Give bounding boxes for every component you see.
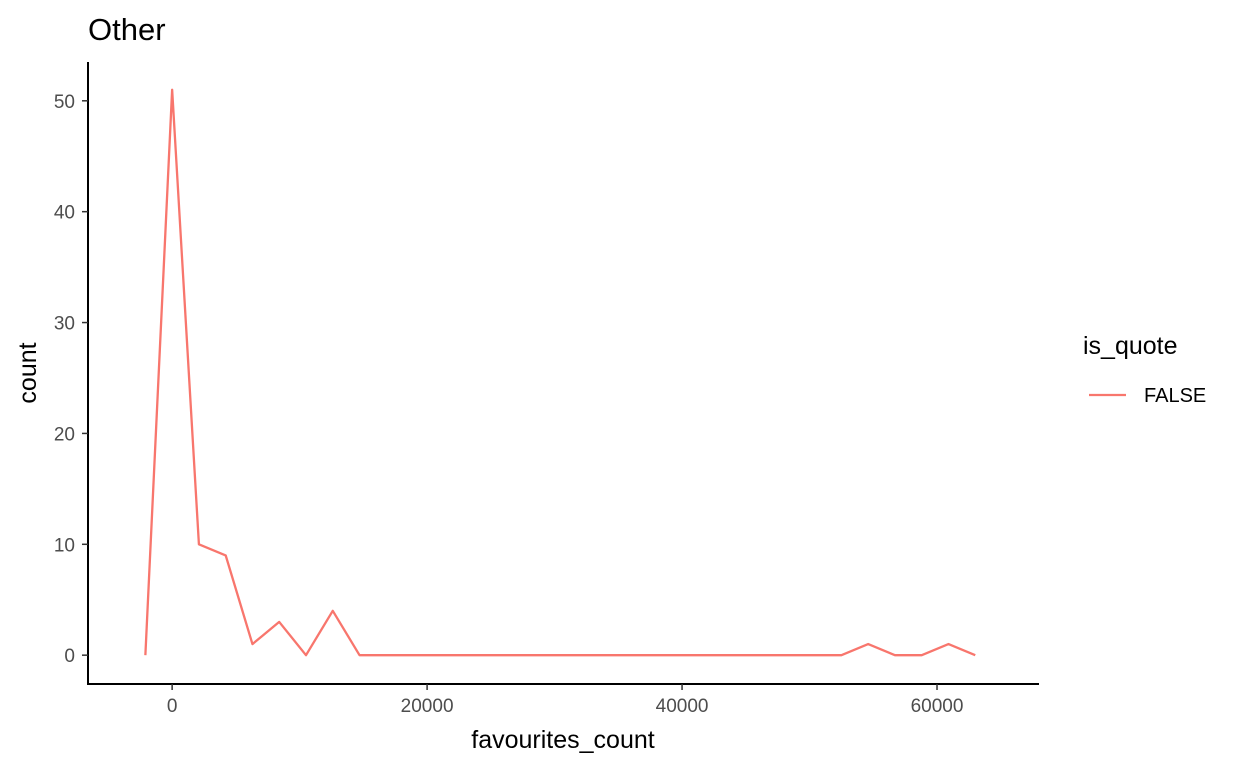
x-axis-title: favourites_count [471, 726, 655, 754]
legend-label: FALSE [1144, 385, 1206, 407]
y-tick-label: 0 [64, 646, 75, 667]
legend: is_quote FALSE [1083, 332, 1206, 407]
y-tick-label: 10 [54, 535, 75, 556]
x-tick-label: 60000 [911, 696, 964, 717]
x-tick-label: 20000 [401, 696, 454, 717]
y-tick-label: 40 [54, 203, 75, 224]
series-layer [144, 88, 976, 657]
y-tick-label: 50 [54, 92, 75, 113]
x-ticks: 0 20000 40000 60000 [167, 684, 964, 717]
series-line-false [144, 88, 976, 657]
x-tick-label: 40000 [656, 696, 709, 717]
legend-items: FALSE [1089, 385, 1206, 407]
legend-title: is_quote [1083, 332, 1178, 360]
x-tick-label: 0 [167, 696, 178, 717]
chart-title: Other [88, 12, 166, 47]
y-tick-label: 30 [54, 314, 75, 335]
plot-area: 0 10 20 30 40 50 0 20000 40000 60000 [54, 62, 1039, 717]
y-ticks: 0 10 20 30 40 50 [54, 92, 88, 667]
y-axis-title: count [14, 342, 42, 403]
y-tick-label: 20 [54, 424, 75, 445]
